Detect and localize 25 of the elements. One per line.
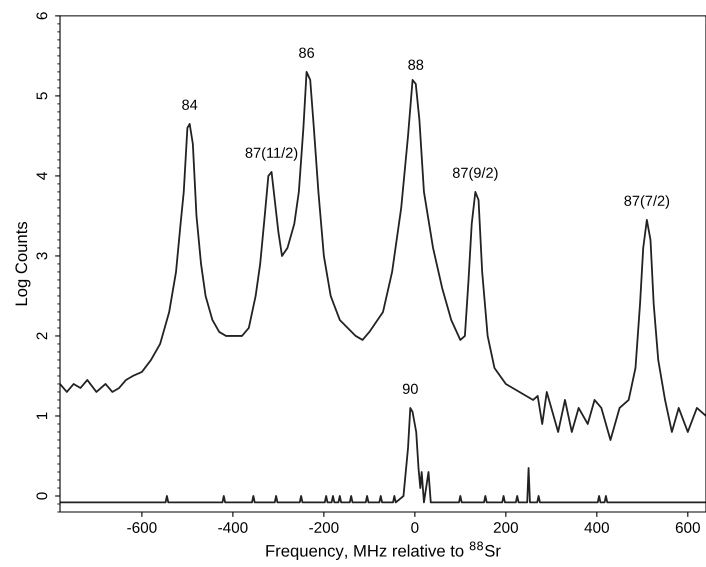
x-tick-label: 400 xyxy=(584,522,609,533)
line-series xyxy=(60,407,706,504)
annotation: 88 xyxy=(408,60,424,70)
annotation: 87(7/2) xyxy=(624,195,670,209)
x-tick-label: 0 xyxy=(411,522,418,533)
x-tick-label: -400 xyxy=(218,522,248,533)
y-axis-title: Log Counts xyxy=(15,222,30,306)
line-series xyxy=(60,70,706,441)
y-tick-label: 4 xyxy=(36,172,48,180)
y-tick-label: 3 xyxy=(36,252,48,260)
x-tick-label: -200 xyxy=(309,522,339,533)
annotation: 86 xyxy=(299,48,314,58)
annotation: 87(11/2) xyxy=(246,147,298,161)
y-tick-label: 6 xyxy=(36,12,48,20)
annotation: 90 xyxy=(402,384,418,394)
x-tick-label: -600 xyxy=(127,522,157,533)
y-tick-label: 1 xyxy=(36,412,48,420)
annotation: 87(9/2) xyxy=(452,167,498,181)
y-tick-label: 2 xyxy=(36,332,48,340)
x-tick-label: 600 xyxy=(676,522,700,533)
x-tick-label: 200 xyxy=(494,522,518,533)
y-tick-label: 0 xyxy=(36,492,48,500)
y-tick-label: 5 xyxy=(36,92,48,100)
annotation: 84 xyxy=(182,100,198,110)
x-axis-title: Frequency, MHz relative to $^{88}$Sr xyxy=(266,542,501,560)
